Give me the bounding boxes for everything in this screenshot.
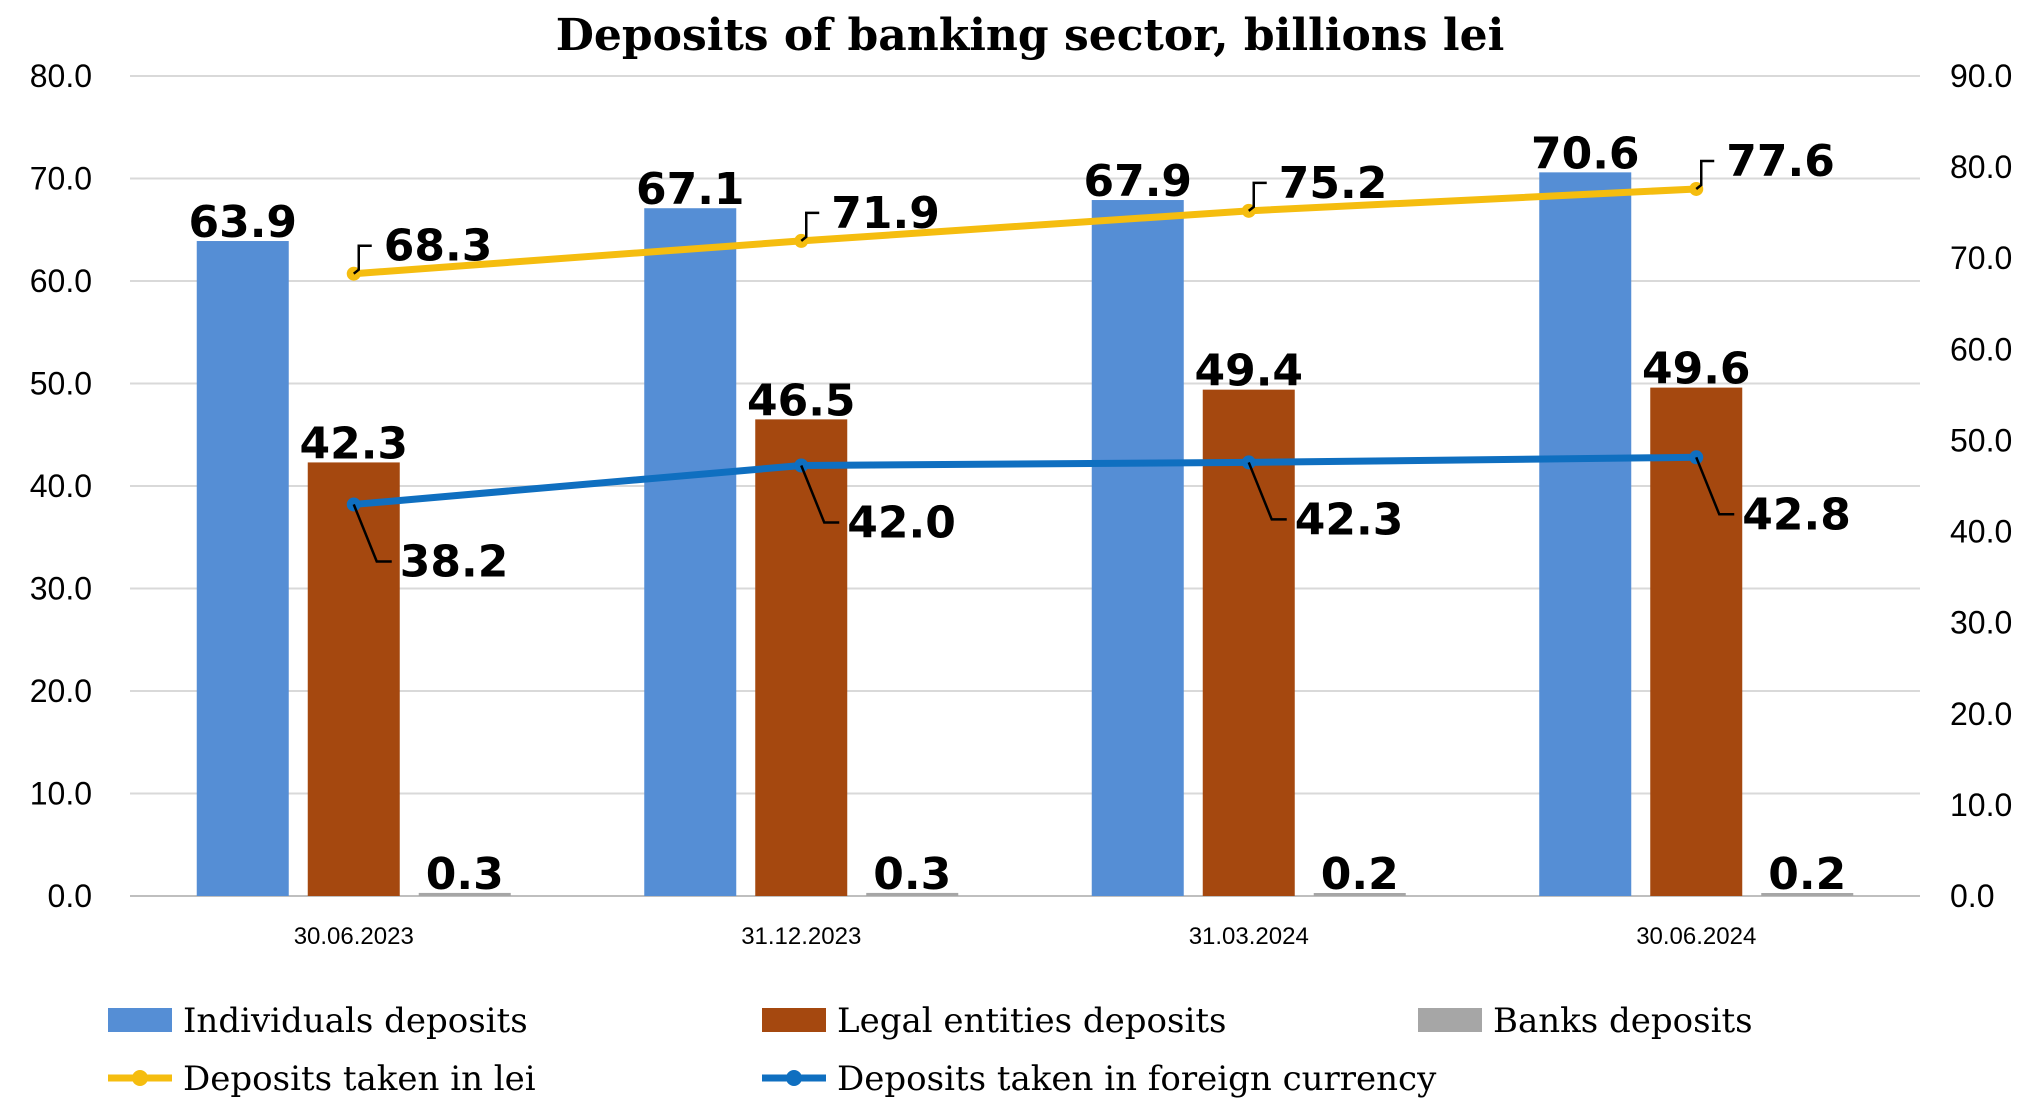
bar <box>1650 387 1743 896</box>
legend-swatch <box>108 1008 172 1032</box>
bar <box>866 892 959 896</box>
bar-data-label: 0.2 <box>1321 849 1399 900</box>
legend-marker <box>786 1070 802 1086</box>
legend-swatch <box>762 1008 826 1032</box>
bar <box>1313 893 1406 896</box>
right-tick-label: 50.0 <box>1950 422 2012 458</box>
grid-layer <box>130 75 1920 897</box>
bar-data-label: 0.3 <box>873 849 951 900</box>
label-leader-line <box>1695 456 1735 516</box>
label-leader-line <box>1247 181 1267 212</box>
line-data-label: 42.0 <box>847 498 956 549</box>
bar-data-label: 67.9 <box>1083 156 1192 207</box>
bar <box>755 419 848 896</box>
right-tick-label: 10.0 <box>1950 787 2012 823</box>
bar-data-label: 63.9 <box>188 197 297 248</box>
legend-label: Individuals deposits <box>183 1001 528 1041</box>
bar-data-label: 42.3 <box>299 418 408 469</box>
left-tick-label: 40.0 <box>30 468 92 504</box>
label-leader-line <box>800 465 840 524</box>
line-data-label: 68.3 <box>384 221 493 272</box>
legend-marker <box>132 1070 148 1086</box>
label-leader-line <box>800 211 820 242</box>
category-label: 31.12.2023 <box>741 923 861 950</box>
left-tick-label: 70.0 <box>30 161 92 197</box>
legend-swatch <box>1418 1008 1482 1032</box>
label-leader-line <box>1695 159 1715 190</box>
legend: Individuals deposits Legal entities depos… <box>108 1001 1753 1099</box>
bar-data-label: 49.4 <box>1194 346 1303 397</box>
bar-data-label: 49.6 <box>1642 344 1751 395</box>
right-tick-label: 70.0 <box>1950 240 2012 276</box>
bar <box>418 892 511 896</box>
line-data-label: 71.9 <box>831 188 940 239</box>
bar <box>1202 389 1295 896</box>
chart-title: Deposits of banking sector, billions lei <box>556 10 1505 61</box>
line-data-label: 42.3 <box>1295 494 1404 545</box>
data-labels-layer: 63.9 67.1 67.9 70.6 42.3 46.5 49.4 49.6 0.3 0.3 0.… <box>188 128 1850 900</box>
series-line <box>353 453 1697 508</box>
left-tick-label: 0.0 <box>48 878 92 914</box>
right-axis: 0.0 10.0 20.0 30.0 40.0 50.0 60.0 70.0 80.0 90.0 <box>1950 58 2012 914</box>
right-tick-label: 20.0 <box>1950 696 2012 732</box>
category-label: 31.03.2024 <box>1189 923 1309 950</box>
bars-layer <box>196 172 1854 897</box>
bar-data-label: 0.2 <box>1768 849 1846 900</box>
bar-data-label: 46.5 <box>747 375 856 426</box>
legend-label: Deposits taken in foreign currency <box>837 1059 1437 1099</box>
bar <box>1761 893 1854 896</box>
left-tick-label: 30.0 <box>30 571 92 607</box>
right-tick-label: 90.0 <box>1950 58 2012 94</box>
line-data-label: 75.2 <box>1279 158 1388 209</box>
right-tick-label: 60.0 <box>1950 331 2012 367</box>
left-tick-label: 80.0 <box>30 58 92 94</box>
label-leader-line <box>352 244 372 275</box>
category-label: 30.06.2024 <box>1636 923 1756 950</box>
line-data-label: 42.8 <box>1742 489 1851 540</box>
bar-data-label: 0.3 <box>426 849 504 900</box>
category-label: 30.06.2023 <box>294 923 414 950</box>
bar <box>644 208 737 897</box>
line-data-label: 38.2 <box>400 536 509 587</box>
right-tick-label: 40.0 <box>1950 514 2012 550</box>
line-data-label: 77.6 <box>1726 136 1835 187</box>
left-tick-label: 10.0 <box>30 776 92 812</box>
legend-label: Legal entities deposits <box>837 1001 1226 1041</box>
left-tick-label: 60.0 <box>30 263 92 299</box>
left-tick-label: 20.0 <box>30 673 92 709</box>
label-leader-line <box>352 503 392 563</box>
right-tick-label: 30.0 <box>1950 605 2012 641</box>
series-line <box>353 185 1697 278</box>
bar <box>1539 172 1632 897</box>
bar <box>307 462 400 896</box>
right-tick-label: 80.0 <box>1950 149 2012 185</box>
right-tick-label: 0.0 <box>1950 878 1994 914</box>
lines-layer <box>346 181 1704 512</box>
legend-label: Banks deposits <box>1493 1001 1753 1041</box>
category-axis: 30.06.2023 31.12.2023 31.03.2024 30.06.2024 <box>294 923 1757 950</box>
bar-data-label: 67.1 <box>636 164 745 215</box>
bar <box>1091 200 1184 896</box>
bar-data-label: 70.6 <box>1531 128 1640 179</box>
label-leader-line <box>1247 461 1287 521</box>
legend-label: Deposits taken in lei <box>183 1059 536 1099</box>
left-axis: 0.0 10.0 20.0 30.0 40.0 50.0 60.0 70.0 80.0 <box>30 58 92 914</box>
left-tick-label: 50.0 <box>30 366 92 402</box>
bar <box>196 241 289 896</box>
